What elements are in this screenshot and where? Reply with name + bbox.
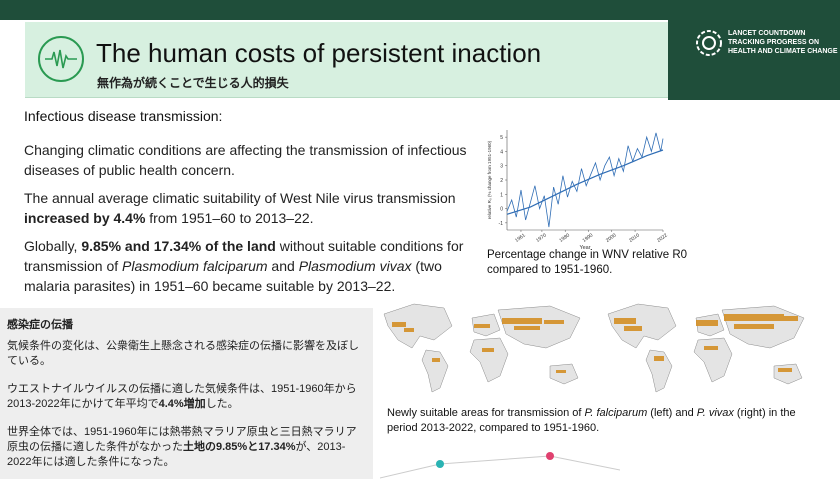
x-axis-label: Year xyxy=(579,245,590,251)
text: が、2013-2022年には適した条件になった。 xyxy=(7,441,346,468)
vivax-suitability-map xyxy=(607,303,805,393)
y-axis-label: relative R₀ (% change from 1951-1960) xyxy=(487,140,492,219)
text: Newly suitable areas for transmission of xyxy=(387,407,585,419)
section-heading: Infectious disease transmission: xyxy=(24,108,223,124)
logo-panel xyxy=(668,0,840,100)
japanese-summary-panel xyxy=(0,308,373,479)
text: (right) in the period 2013-2022, compare… xyxy=(387,407,796,434)
paragraph-west-nile: The annual average climatic suitability … xyxy=(24,188,469,228)
logo-line-2: TRACKING PROGRESS ON xyxy=(728,39,820,46)
text: Globally, xyxy=(24,238,82,254)
page-title: The human costs of persistent inaction xyxy=(96,38,542,68)
species-name: P. vivax xyxy=(696,407,734,419)
species-name: P. falciparum xyxy=(584,407,648,419)
page-subtitle: 無作為が続くことで生じる人的損失 xyxy=(97,76,289,90)
highlight: 土地の9.85%と17.34% xyxy=(183,441,296,453)
x-tick-label: 2000 xyxy=(605,232,618,243)
highlight: 4.4%増加 xyxy=(158,398,206,410)
wnv-line-chart: -1 0 1 2 3 4 5 1961 1970 1980 1990 2000 2010 2022 Year… xyxy=(487,130,669,251)
paragraph-malaria: Globally, 9.85% and 17.34% of the land w… xyxy=(24,236,469,296)
map-caption: Newly suitable areas for transmission of… xyxy=(387,406,827,436)
text: (left) and xyxy=(647,407,697,419)
y-tick-label: 3 xyxy=(500,164,503,170)
y-tick-label: 1 xyxy=(500,192,503,198)
text: The annual average climatic suitability … xyxy=(24,190,456,206)
x-tick-label: 1961 xyxy=(514,232,527,243)
wnv-trend-line xyxy=(506,149,664,215)
logo-line-1: LANCET COUNTDOWN xyxy=(728,30,806,37)
x-tick-label: 2010 xyxy=(628,232,641,243)
x-tick-label: 1980 xyxy=(558,232,571,243)
japanese-paragraph-1: 気候条件の変化は、公衆衛生上懸念される感染症の伝播に影響を及ぼしている。 xyxy=(7,340,359,367)
paragraph-climate-conditions: Changing climatic conditions are affecti… xyxy=(24,142,467,178)
y-tick-label: 2 xyxy=(500,178,503,184)
highlight-land: 9.85% and 17.34% of the land xyxy=(81,238,276,254)
text: した。 xyxy=(205,398,239,410)
y-tick-label: -1 xyxy=(499,221,504,227)
falciparum-suitability-map xyxy=(383,303,581,393)
heartbeat-icon xyxy=(38,36,84,82)
y-tick-label: 4 xyxy=(500,149,503,155)
japanese-paragraph-3: 世界全体では、1951-1960年には熱帯熱マラリア原虫と三日熱マラリア原虫の伝… xyxy=(7,425,367,470)
wnv-annual-series xyxy=(506,132,664,228)
species-name: Plasmodium falciparum xyxy=(122,258,268,274)
x-tick-label: 2022 xyxy=(656,232,669,243)
x-tick-label: 1990 xyxy=(582,232,595,243)
text: ウエストナイルウイルスの伝播に適した気候条件は、1951-1960年から2013… xyxy=(7,383,357,410)
title-box xyxy=(25,22,668,98)
top-banner xyxy=(0,0,840,20)
chart-caption: Percentage change in WNV relative R0 com… xyxy=(487,249,688,276)
text: (two malaria parasites) in 1951–60 becam… xyxy=(24,258,442,294)
species-name: Plasmodium vivax xyxy=(298,258,412,274)
x-tick-label: 1970 xyxy=(535,232,548,243)
japanese-paragraph-2: ウエストナイルウイルスの伝播に適した気候条件は、1951-1960年から2013… xyxy=(7,382,367,412)
y-tick-label: 5 xyxy=(500,135,503,141)
text: 世界全体では、1951-1960年には熱帯熱マラリア原虫と三日熱マラリア原虫の伝… xyxy=(7,426,357,453)
japanese-heading: 感染症の伝播 xyxy=(7,319,73,331)
text: from 1951–60 to 2013–22. xyxy=(145,210,314,226)
text: and xyxy=(267,258,299,274)
lancet-countdown-logo: LANCET COUNTDOWN TRACKING PROGRESS ON HE… xyxy=(694,26,838,70)
logo-line-3: HEALTH AND CLIMATE CHANGE xyxy=(728,48,838,55)
text: without suitable conditions for transmis… xyxy=(24,238,464,274)
y-tick-label: 0 xyxy=(500,207,503,213)
highlight-increase: increased by 4.4% xyxy=(24,210,146,226)
decorative-network xyxy=(380,452,620,479)
